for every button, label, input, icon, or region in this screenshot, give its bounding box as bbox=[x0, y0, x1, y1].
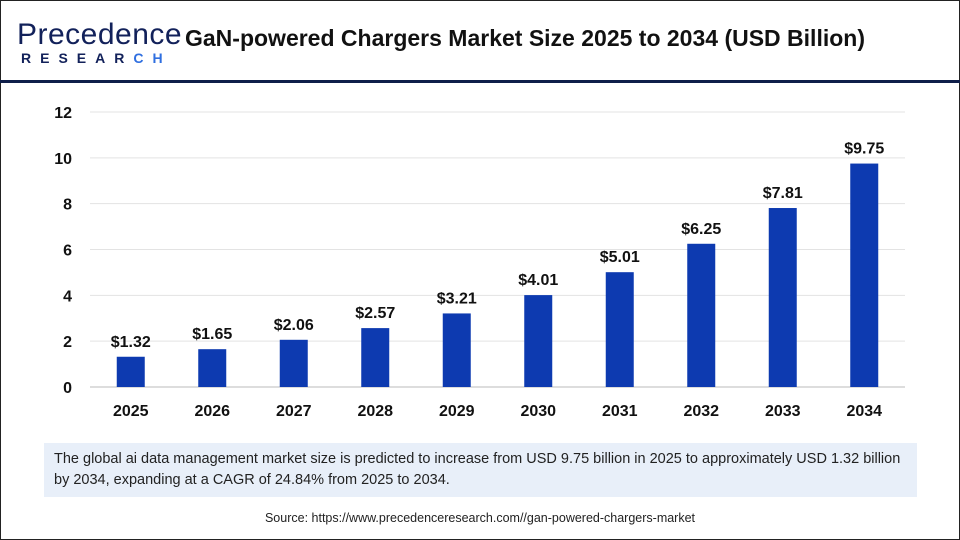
data-label: $4.01 bbox=[518, 272, 558, 289]
bar bbox=[279, 339, 308, 387]
bar bbox=[850, 163, 879, 387]
caption: The global ai data management market siz… bbox=[44, 443, 917, 497]
bar bbox=[605, 272, 634, 387]
x-tick-label: 2029 bbox=[439, 403, 475, 420]
logo-line2: RESEARCH bbox=[21, 50, 172, 66]
x-tick-label: 2027 bbox=[276, 403, 312, 420]
y-tick-label: 2 bbox=[63, 334, 72, 351]
logo-line1: Precedence bbox=[17, 18, 183, 51]
bar bbox=[524, 295, 553, 387]
bar bbox=[687, 243, 716, 387]
bar-chart: 0 2 4 6 8 10 12 $1.32 2025 $1.65 2026 $2.06 2027 $2.5… bbox=[54, 105, 905, 420]
x-tick-label: 2028 bbox=[357, 403, 393, 420]
x-tick-label: 2032 bbox=[683, 403, 719, 420]
y-tick-label: 0 bbox=[63, 380, 72, 397]
y-tick-label: 6 bbox=[63, 243, 72, 260]
source: Source: https://www.precedenceresearch.c… bbox=[264, 511, 696, 525]
data-label: $7.81 bbox=[763, 185, 803, 202]
data-label: $6.25 bbox=[681, 221, 721, 238]
y-tick-label: 10 bbox=[54, 151, 72, 168]
y-tick-label: 8 bbox=[63, 197, 72, 214]
logo: Precedence RESEARCH bbox=[17, 18, 183, 67]
x-tick-label: 2031 bbox=[602, 403, 638, 420]
y-tick-label: 12 bbox=[54, 105, 72, 122]
data-label: $5.01 bbox=[600, 249, 640, 266]
data-label: $3.21 bbox=[437, 290, 477, 307]
x-tick-label: 2034 bbox=[846, 403, 882, 420]
data-label: $9.75 bbox=[844, 141, 884, 158]
header: Precedence RESEARCH GaN-powered Chargers… bbox=[0, 0, 960, 83]
data-label: $2.06 bbox=[274, 317, 314, 334]
bar bbox=[198, 349, 227, 387]
bar bbox=[116, 356, 145, 387]
data-label: $1.65 bbox=[192, 326, 232, 343]
data-label: $2.57 bbox=[355, 305, 395, 322]
bar bbox=[768, 208, 797, 387]
bar bbox=[442, 313, 471, 387]
bar bbox=[361, 328, 390, 387]
y-tick-label: 4 bbox=[63, 288, 72, 305]
chart-title: GaN-powered Chargers Market Size 2025 to… bbox=[185, 25, 865, 51]
data-label: $1.32 bbox=[111, 334, 151, 351]
x-tick-label: 2025 bbox=[113, 403, 149, 420]
x-tick-label: 2030 bbox=[520, 403, 556, 420]
x-tick-label: 2026 bbox=[194, 403, 230, 420]
x-tick-label: 2033 bbox=[765, 403, 801, 420]
